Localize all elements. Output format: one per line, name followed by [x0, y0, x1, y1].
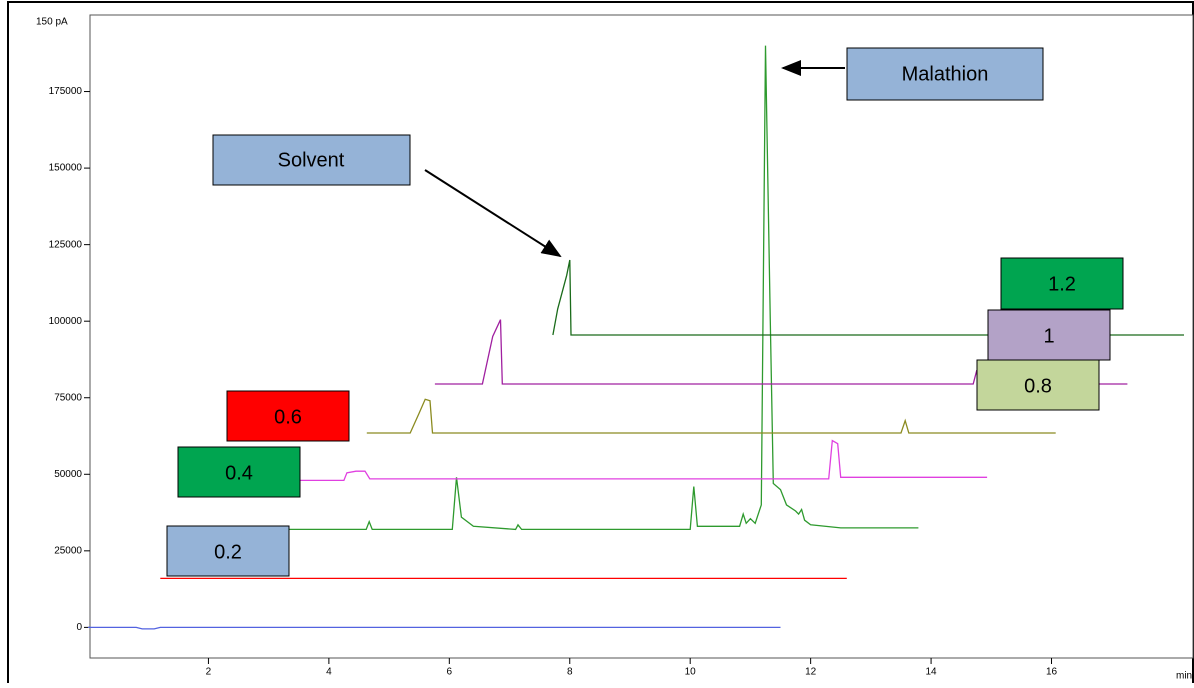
- y-tick-label: 150000: [49, 163, 83, 174]
- trace: [299, 439, 988, 482]
- annotation-text: 0.2: [214, 541, 242, 563]
- trace: [366, 398, 1056, 434]
- x-tick-label: 4: [326, 667, 332, 678]
- annotation-box: [166, 525, 290, 577]
- trace: [260, 45, 919, 531]
- plot: 0 25000 50000 75000 100000 125000 150000 175000…: [49, 45, 1184, 678]
- x-tick-label: 6: [447, 667, 453, 678]
- annotation-box: [177, 446, 301, 498]
- annotation-box: [976, 359, 1100, 411]
- y-tick-label: 125000: [49, 239, 83, 250]
- annotation-box: [226, 390, 350, 442]
- x-axis-label: min: [1176, 671, 1192, 682]
- annotation-text: Solvent: [278, 149, 345, 171]
- x-tick-label: 16: [1046, 667, 1058, 678]
- y-tick-label: 175000: [49, 86, 83, 97]
- x-tick-label: 12: [805, 667, 817, 678]
- annotation-text: 0.4: [225, 462, 253, 484]
- x-tick-label: 8: [567, 667, 573, 678]
- annotations: Solvent Malathion 1.2 1 0.8 0.6 0.4 0.2: [166, 47, 1124, 577]
- y-tick-label: 0: [76, 622, 82, 633]
- y-axis-label: 150 pA: [36, 17, 68, 28]
- y-tick-label: 50000: [54, 469, 82, 480]
- annotation-box: [212, 134, 411, 186]
- trace: [552, 259, 1184, 336]
- x-tick-label: 10: [685, 667, 697, 678]
- y-tick-label: 75000: [54, 392, 82, 403]
- trace: [88, 626, 781, 630]
- annotation-box: [987, 309, 1111, 361]
- annotation-text: 0.6: [274, 406, 302, 428]
- annotation-text: Malathion: [902, 63, 989, 85]
- annotation-text: 0.8: [1024, 375, 1052, 397]
- x-tick-label: 14: [926, 667, 938, 678]
- annotation-text: 1.2: [1048, 273, 1076, 295]
- annotation-box: [1000, 257, 1124, 310]
- annotation-text: 1: [1043, 325, 1054, 347]
- x-tick-label: 2: [206, 667, 212, 678]
- arrow: [424, 169, 562, 258]
- y-tick-label: 25000: [54, 545, 82, 556]
- y-tick-label: 100000: [49, 316, 83, 327]
- annotation-box: [846, 47, 1044, 101]
